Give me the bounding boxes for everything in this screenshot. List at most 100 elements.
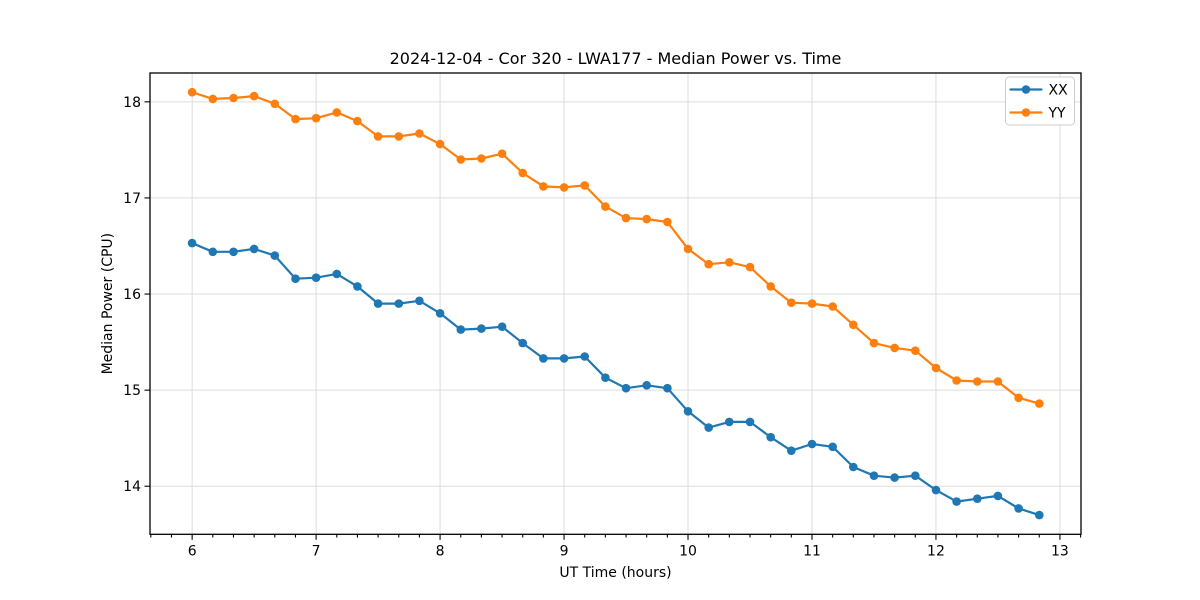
data-point-yy [456, 155, 466, 164]
series-xx [187, 238, 1044, 520]
data-point-yy [332, 108, 342, 117]
x-tick-label: 6 [188, 543, 197, 559]
x-axis-label: UT Time (hours) [559, 565, 671, 581]
data-point-xx [415, 296, 424, 306]
data-point-yy [704, 259, 713, 269]
y-tick-label: 15 [123, 383, 141, 399]
data-point-yy [869, 338, 879, 348]
data-point-yy [373, 132, 383, 141]
data-point-yy [580, 181, 589, 190]
data-point-yy [539, 182, 548, 191]
data-point-xx [807, 439, 817, 449]
grid [150, 73, 1081, 535]
data-point-yy [435, 139, 445, 149]
data-point-yy [187, 87, 197, 97]
data-point-yy [663, 217, 672, 227]
data-point-yy [621, 213, 631, 223]
data-point-yy [725, 258, 734, 267]
data-point-yy [208, 94, 218, 104]
x-tick-label: 10 [679, 543, 697, 559]
data-point-xx [973, 494, 982, 504]
series-yy [187, 87, 1044, 408]
data-point-xx [435, 309, 445, 318]
data-point-yy [683, 244, 693, 254]
legend-marker [1021, 108, 1031, 117]
data-point-xx [497, 322, 507, 332]
data-point-yy [973, 377, 982, 386]
data-point-yy [394, 132, 404, 141]
data-point-yy [931, 363, 941, 373]
data-point-yy [911, 346, 920, 356]
data-point-yy [890, 343, 899, 353]
data-point-yy [745, 262, 755, 272]
data-point-yy [415, 129, 424, 138]
data-point-yy [766, 282, 775, 291]
data-point-xx [787, 446, 796, 456]
data-point-xx [311, 273, 321, 283]
legend-label: XX [1049, 83, 1069, 99]
data-point-xx [766, 432, 775, 442]
data-point-yy [993, 377, 1003, 386]
x-tick-label: 7 [312, 543, 321, 559]
data-point-yy [952, 376, 961, 385]
data-point-yy [1035, 399, 1044, 408]
data-point-xx [663, 383, 672, 393]
data-point-yy [642, 214, 651, 224]
data-point-xx [518, 338, 527, 348]
data-point-yy [353, 116, 362, 126]
data-point-xx [642, 381, 651, 390]
data-point-xx [890, 473, 899, 482]
data-point-xx [1014, 504, 1023, 513]
data-point-xx [332, 269, 342, 279]
data-point-xx [725, 417, 734, 427]
legend-label: YY [1048, 106, 1067, 122]
data-point-yy [477, 154, 486, 163]
data-point-xx [580, 352, 589, 361]
legend: XX YY [1005, 76, 1075, 126]
data-point-xx [270, 251, 280, 260]
data-point-xx [601, 373, 610, 383]
data-point-xx [911, 471, 920, 481]
x-tick-label: 13 [1051, 543, 1069, 559]
data-point-xx [208, 247, 218, 257]
y-tick-label: 17 [123, 191, 141, 207]
data-point-yy [291, 114, 300, 124]
data-point-xx [952, 497, 961, 506]
data-point-yy [229, 93, 238, 103]
data-point-xx [931, 485, 941, 495]
axis-ticks [144, 101, 1082, 540]
data-point-xx [1035, 510, 1044, 520]
data-point-yy [497, 149, 507, 158]
y-tick-label: 16 [123, 287, 141, 303]
data-point-yy [601, 202, 610, 211]
plot-border [149, 72, 1082, 535]
legend-marker [1021, 85, 1031, 94]
data-point-yy [249, 91, 259, 101]
data-point-yy [828, 302, 837, 311]
data-point-xx [229, 247, 238, 257]
data-point-xx [869, 471, 879, 481]
data-point-xx [683, 407, 693, 416]
data-point-xx [394, 299, 404, 308]
data-point-xx [249, 244, 259, 254]
data-point-xx [353, 282, 362, 291]
data-point-yy [1014, 393, 1023, 403]
data-point-yy [849, 320, 858, 330]
data-point-xx [291, 274, 300, 284]
data-point-xx [559, 354, 569, 363]
data-point-yy [559, 183, 569, 192]
y-tick-label: 14 [123, 479, 141, 495]
data-point-xx [704, 423, 713, 432]
data-point-xx [828, 442, 837, 452]
y-axis-label: Median Power (CPU) [100, 233, 116, 375]
x-tick-label: 9 [560, 543, 569, 559]
data-point-yy [311, 113, 321, 123]
data-point-xx [621, 383, 631, 393]
data-point-xx [187, 238, 197, 248]
data-point-xx [373, 299, 383, 308]
x-tick-label: 11 [803, 543, 821, 559]
data-point-yy [518, 168, 527, 178]
